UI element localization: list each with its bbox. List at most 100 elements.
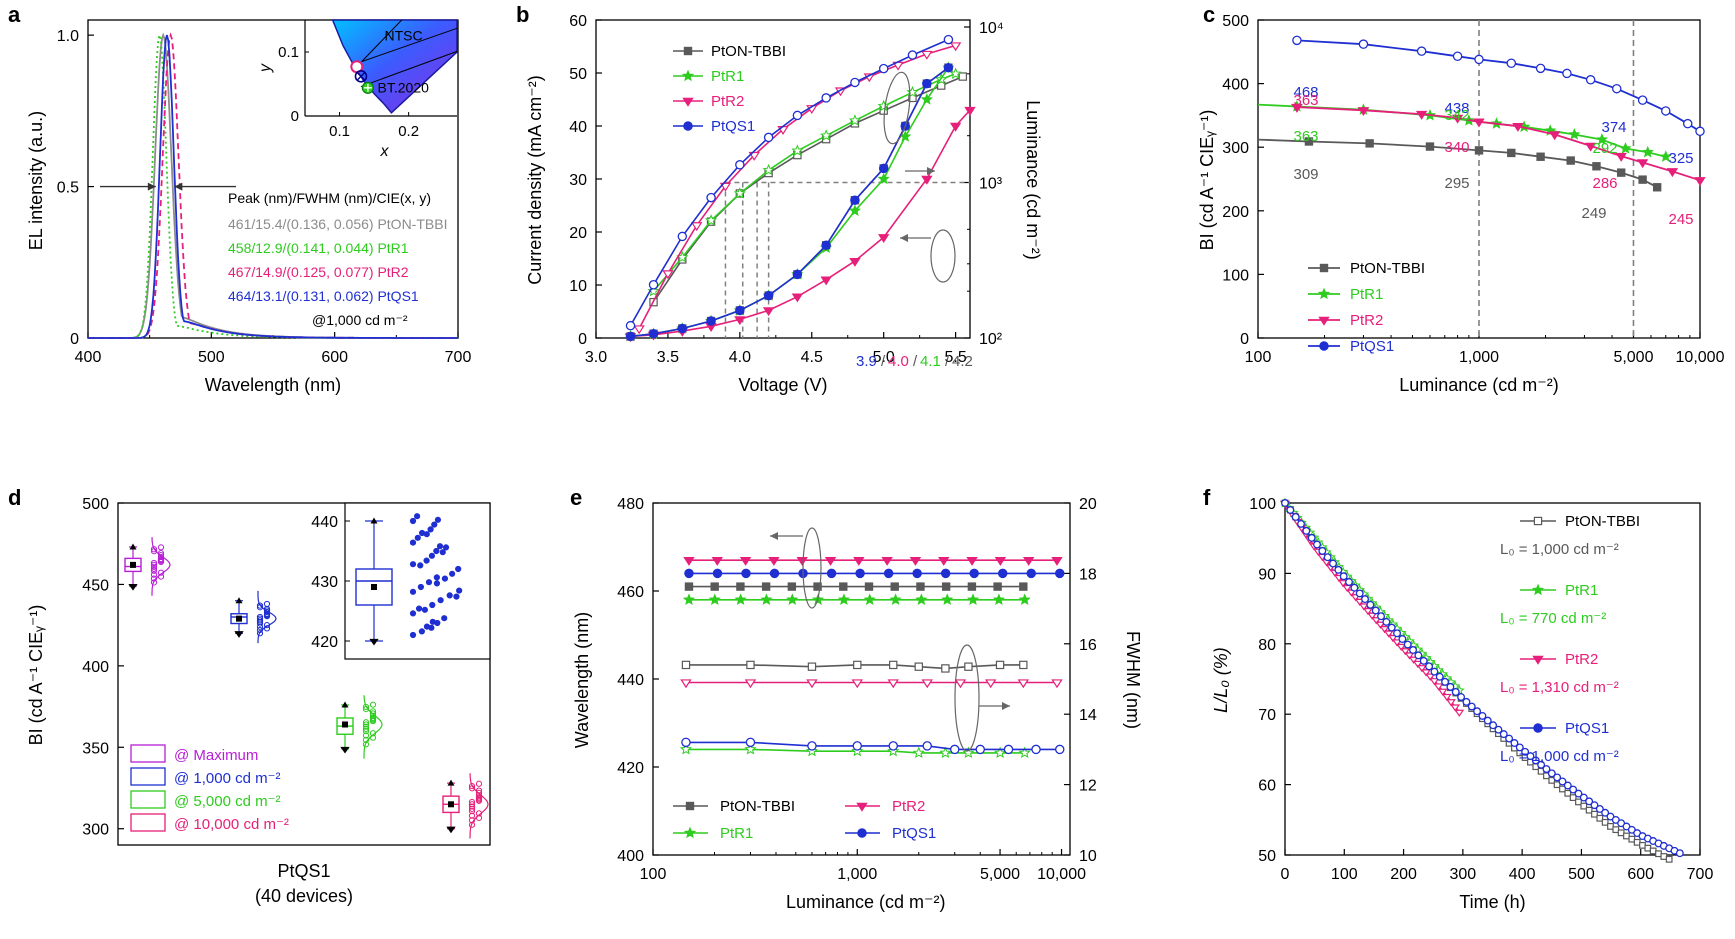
y-axis-title: L/L₀ (%) [1211,647,1231,713]
x-tick-label: 3.5 [657,349,679,366]
wavelength-point-PtR1 [837,593,851,605]
inset-y-tick-label: 420 [311,634,338,651]
decay-point-PtQS1 [1547,769,1556,778]
legend-marker [682,97,694,107]
y2-tick-label: 10⁴ [979,20,1004,37]
luminance-line-PtR1 [652,73,956,292]
panel-label-f: f [1203,485,1211,510]
fwhm-point-PtR1 [887,744,900,757]
panel-c-bi: 100 1,000 5,000 10,0000100200300400500Lumin… [1197,13,1725,395]
bi-point-PtON-TBBI [1592,162,1601,171]
wavelength-point-PtR1 [889,593,902,605]
legend-label: PtR1 [1350,286,1383,303]
decay-point-PtQS1 [1499,730,1508,739]
decay-point-PtR2 [1383,630,1394,638]
box-mean [342,721,348,728]
decay-point-PtR2 [1358,603,1369,611]
decay-point-PtR2 [1425,673,1436,681]
inset-x-tick-label: 0.1 [329,123,350,140]
wavelength-point-PtQS1 [997,568,1008,579]
wavelength-point-PtON-TBBI [736,582,745,591]
x-tick-label: 100 [640,866,667,883]
arrow-head [147,182,156,191]
luminance-point-PtR1 [762,163,775,176]
decay-point-PtR2 [1421,669,1432,677]
decay-point-PtQS1 [1414,651,1423,660]
bi-point-PtON-TBBI [1617,168,1626,177]
luminance-point-PtR1 [704,214,718,226]
y2-tick-label: 14 [1079,707,1097,724]
current-group-ellipse [930,229,956,283]
decay-point-PtQS1 [1483,716,1492,725]
decay-point-PtON-TBBI [1575,798,1582,806]
decay-point-PtQS1 [1409,646,1418,654]
turn-on-label: / [881,353,886,370]
luminance-point-PtQS1 [648,280,659,290]
legend-marker [683,46,693,56]
fwhm-point-PtQS1 [1003,744,1014,755]
decay-point-PtQS1 [1297,519,1305,528]
fwhm-point-PtR2 [806,679,818,689]
wavelength-point-PtON-TBBI [916,582,925,591]
device-point [369,701,377,708]
panel-label-b: b [516,2,529,27]
wavelength-point-PtON-TBBI [890,582,899,591]
device-point [157,573,165,580]
cie-gamut-area [331,19,458,114]
legend-swatch [130,790,166,809]
y-tick-label: 10 [569,278,587,295]
panel-label-a: a [8,2,21,27]
bi-annotation: 363 [1293,92,1318,109]
legend-marker [681,69,695,82]
current-point-PtR2 [877,234,890,244]
wavelength-point-PtR2 [881,556,893,566]
legend-marker [856,802,868,812]
x-axis-title: Wavelength (nm) [205,375,341,395]
y-tick-label: 50 [569,66,587,83]
bi-annotation: 340 [1444,139,1469,156]
x-tick-label: 3.0 [585,349,607,366]
wavelength-point-PtON-TBBI [864,582,874,591]
inset-device-point [449,570,456,577]
decay-point-PtQS1 [1393,629,1401,638]
decay-point-PtQS1 [1307,533,1316,542]
decay-point-PtQS1 [1281,499,1289,507]
decay-point-PtQS1 [1675,849,1684,858]
decay-point-PtQS1 [1441,677,1450,686]
decay-point-PtQS1 [1425,662,1434,671]
inset-y-tick-label: 0.1 [278,44,299,61]
fwhm-point-PtON-TBBI [889,660,898,670]
decay-point-PtQS1 [1531,756,1540,765]
wavelength-point-PtR1 [786,593,799,605]
wavelength-point-PtR2 [711,556,723,566]
inset-y-tick-label: 0 [291,108,299,125]
fwhm-line-PtR1 [686,748,1025,754]
legend-marker [1317,287,1331,300]
decay-point-PtQS1 [1382,617,1391,626]
inset-device-point [437,597,444,604]
wavelength-point-PtQS1 [940,568,951,579]
current-point-PtR1 [848,204,862,216]
wavelength-point-PtR2 [909,556,922,566]
fwhm-point-PtON-TBBI [941,664,950,673]
x-tick-label: 4.0 [729,349,751,366]
inset-device-point [414,513,421,520]
wavelength-point-PtQS1 [712,568,723,579]
luminance-point-PtQS1 [821,93,831,103]
device-point [468,817,476,824]
decay-point-PtON-TBBI [1585,806,1593,814]
x-tick-label: 0 [1281,866,1290,883]
bi-point-PtR2 [1415,110,1428,120]
panel-e-stability: 100 1,000 5,000 10,000 400 420 440 460 480 10 12 14… [572,496,1143,912]
decay-point-PtR2 [1441,693,1452,702]
fwhm-point-PtR2 [744,679,757,689]
bi-point-PtQS1 [1506,58,1517,68]
decay-point-PtQS1 [1505,734,1514,743]
device-point [362,721,370,728]
decay-point-PtR2 [1367,612,1378,620]
wavelength-point-PtON-TBBI [993,582,1002,591]
bi-point-PtON-TBBI [1474,146,1484,155]
y2-tick-label: 20 [1079,496,1097,513]
fwhm-point-PtQS1 [807,741,817,751]
fwhm-line-PtON-TBBI [686,664,1024,670]
